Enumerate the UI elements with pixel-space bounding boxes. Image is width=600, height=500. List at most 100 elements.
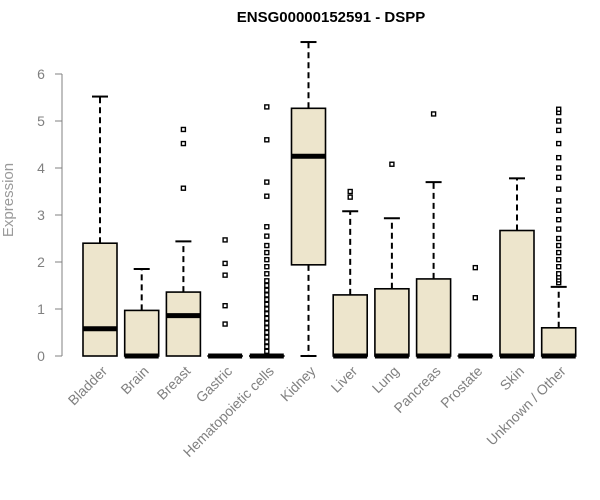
outlier-point (264, 249, 270, 256)
chart-title: ENSG00000152591 - DSPP (237, 9, 425, 26)
outlier-point (264, 311, 270, 317)
y-tick-label: 3 (37, 207, 45, 223)
outlier-point (264, 320, 270, 326)
outlier-point (556, 249, 562, 256)
x-tick-label: Kidney (277, 363, 319, 405)
outlier-point (264, 264, 270, 270)
y-tick-label: 4 (37, 160, 45, 176)
x-tick-label: Skin (497, 363, 528, 394)
outlier-point (180, 140, 187, 147)
y-tick-label: 2 (37, 254, 45, 270)
outlier-point (264, 292, 270, 298)
outlier-point (556, 235, 562, 242)
outlier-point (264, 287, 270, 293)
box (165, 291, 202, 357)
x-tick-label: Bladder (65, 363, 111, 409)
box-group (457, 264, 494, 359)
box (82, 242, 118, 357)
outlier-point (264, 282, 270, 289)
outlier-point (264, 242, 270, 249)
outlier-point (347, 194, 353, 200)
x-tick-label: Lung (369, 363, 402, 396)
y-tick-label: 5 (37, 113, 45, 129)
box-group (415, 111, 452, 359)
outlier-point (222, 303, 228, 309)
outlier-point (556, 216, 562, 223)
box (540, 326, 577, 357)
box-group (82, 95, 118, 357)
outlier-point (264, 325, 270, 331)
x-tick-label: Breast (154, 363, 194, 403)
y-tick-label: 1 (37, 301, 45, 317)
outlier-point (556, 207, 562, 214)
outlier-point (556, 198, 562, 204)
outlier-point (556, 186, 562, 192)
outlier-point (264, 301, 270, 307)
outlier-point (264, 233, 270, 239)
outlier-point (556, 127, 562, 134)
outlier-point (264, 296, 270, 303)
outlier-point (264, 348, 270, 354)
box (415, 278, 452, 357)
box-group (290, 41, 327, 357)
axes: 0 1 2 3 4 5 6 (37, 66, 63, 364)
y-tick-label: 6 (37, 66, 45, 82)
box-group (165, 126, 202, 357)
outlier-point (264, 306, 270, 312)
box-group (123, 268, 160, 359)
box-group (207, 237, 243, 359)
outlier-point (556, 174, 562, 181)
box (332, 294, 369, 357)
outlier-point (347, 188, 353, 195)
outlier-point (222, 237, 228, 243)
outlier-point (264, 179, 270, 185)
outlier-point (264, 224, 270, 230)
outlier-point (180, 185, 187, 191)
outlier-point (264, 104, 270, 110)
outlier-point (556, 140, 562, 147)
outlier-point (264, 334, 270, 340)
box-group (540, 106, 577, 359)
outlier-point (556, 165, 562, 171)
outlier-point (264, 315, 270, 322)
outlier-point (472, 295, 478, 301)
box (374, 287, 410, 357)
outlier-point (556, 256, 562, 263)
outlier-point (264, 256, 270, 263)
outlier-point (556, 106, 562, 112)
outlier-point (389, 161, 395, 167)
plot-area (82, 41, 577, 359)
outlier-point (264, 137, 270, 143)
outlier-point (222, 260, 228, 267)
outlier-point (556, 264, 562, 270)
outlier-point (180, 126, 187, 133)
box-group (249, 104, 285, 359)
box (499, 229, 535, 357)
outlier-point (222, 321, 228, 327)
outlier-point (556, 242, 562, 249)
outlier-point (264, 339, 270, 345)
outlier-point (264, 193, 270, 199)
outlier-point (264, 278, 270, 284)
outlier-point (264, 329, 270, 336)
x-tick-label: Liver (328, 363, 361, 396)
outlier-point (222, 272, 228, 278)
outlier-point (264, 271, 270, 277)
outlier-point (556, 226, 562, 232)
outlier-point (264, 343, 270, 350)
x-tick-label: Unknown / Other (483, 363, 569, 449)
y-axis-label: Expression (0, 163, 17, 237)
x-tick-label: Brain (117, 363, 151, 397)
box-group (332, 188, 369, 359)
outlier-point (430, 111, 437, 117)
outlier-point (472, 264, 478, 271)
box (290, 107, 327, 266)
box (123, 309, 160, 357)
outlier-point (556, 271, 562, 277)
outlier-point (556, 154, 562, 161)
y-tick-label: 0 (37, 348, 45, 364)
box-group (499, 177, 535, 359)
